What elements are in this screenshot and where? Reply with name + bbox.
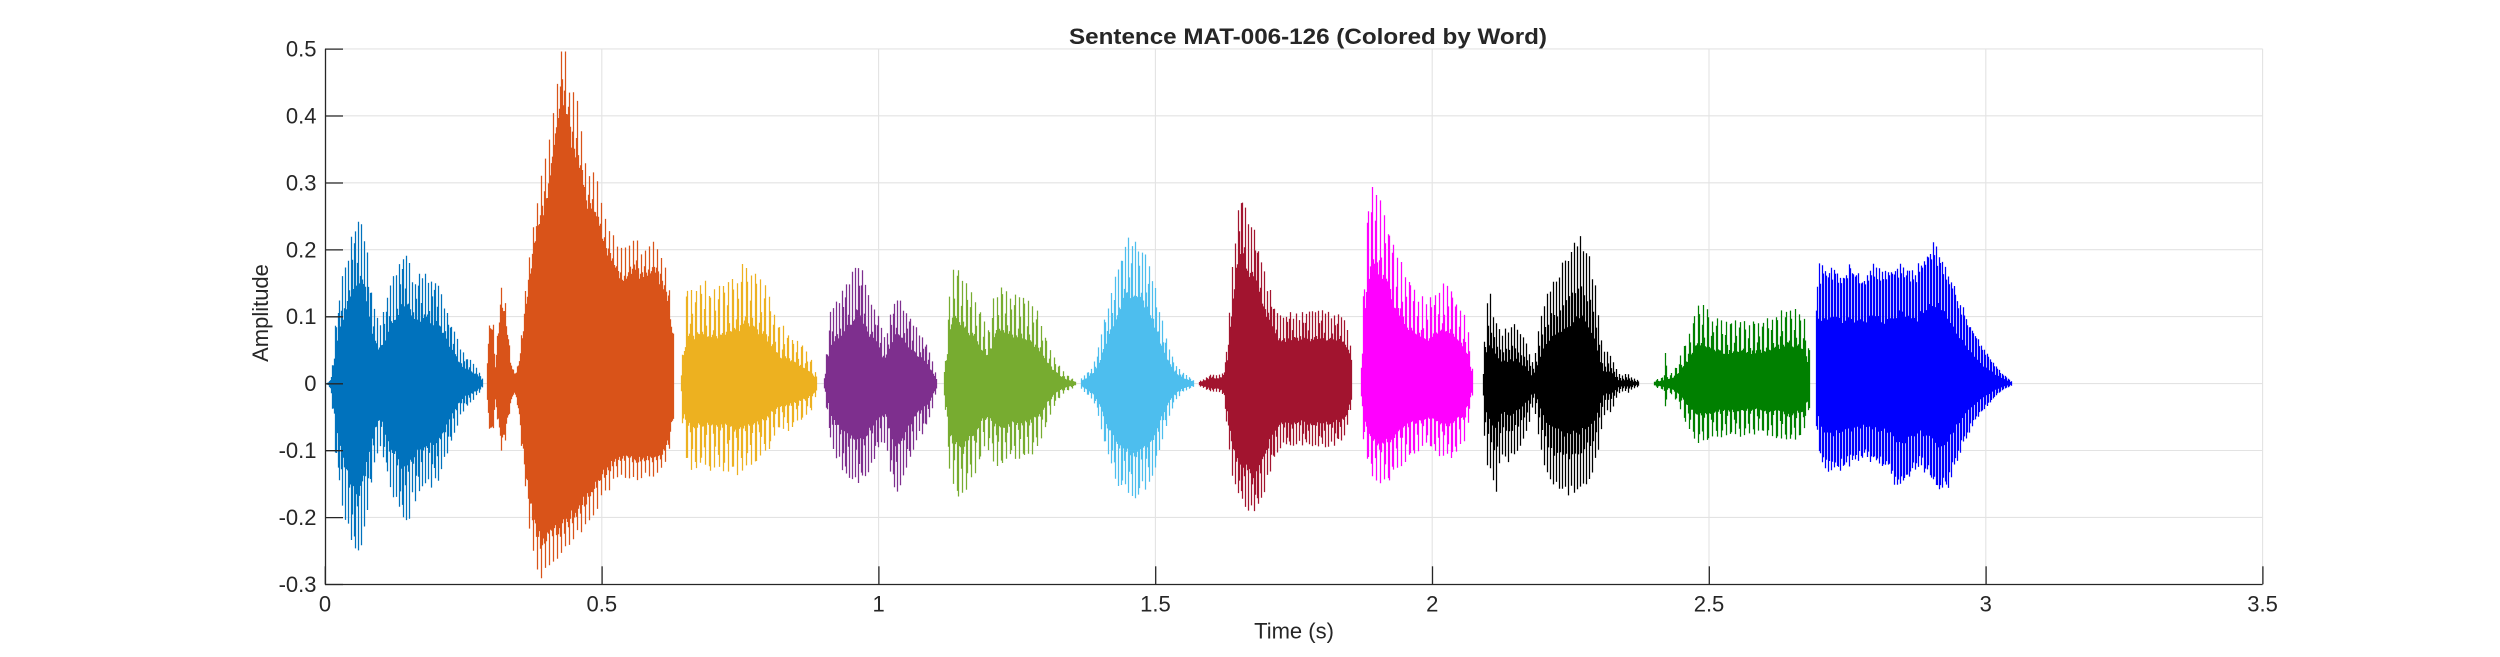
svg-text:0.5: 0.5 (286, 37, 317, 62)
svg-text:2.5: 2.5 (1694, 592, 1725, 617)
svg-text:Sentence MAT-006-126 (Colored: Sentence MAT-006-126 (Colored by Word) (1069, 24, 1547, 49)
svg-text:3: 3 (1980, 592, 1992, 617)
svg-text:0.4: 0.4 (286, 103, 317, 128)
svg-text:0.3: 0.3 (286, 170, 317, 195)
svg-text:1: 1 (872, 592, 884, 617)
svg-text:Amplitude: Amplitude (248, 264, 273, 362)
svg-text:1.5: 1.5 (1140, 592, 1171, 617)
svg-text:0.2: 0.2 (286, 237, 317, 262)
svg-text:0: 0 (304, 371, 316, 396)
svg-text:-0.3: -0.3 (279, 572, 317, 597)
svg-text:-0.2: -0.2 (279, 505, 317, 530)
svg-text:0: 0 (319, 592, 331, 617)
svg-text:3.5: 3.5 (2247, 592, 2278, 617)
svg-text:-0.1: -0.1 (279, 438, 317, 463)
svg-text:Time (s): Time (s) (1254, 619, 1334, 644)
svg-text:2: 2 (1426, 592, 1438, 617)
svg-text:0.5: 0.5 (587, 592, 618, 617)
svg-text:0.1: 0.1 (286, 304, 317, 329)
